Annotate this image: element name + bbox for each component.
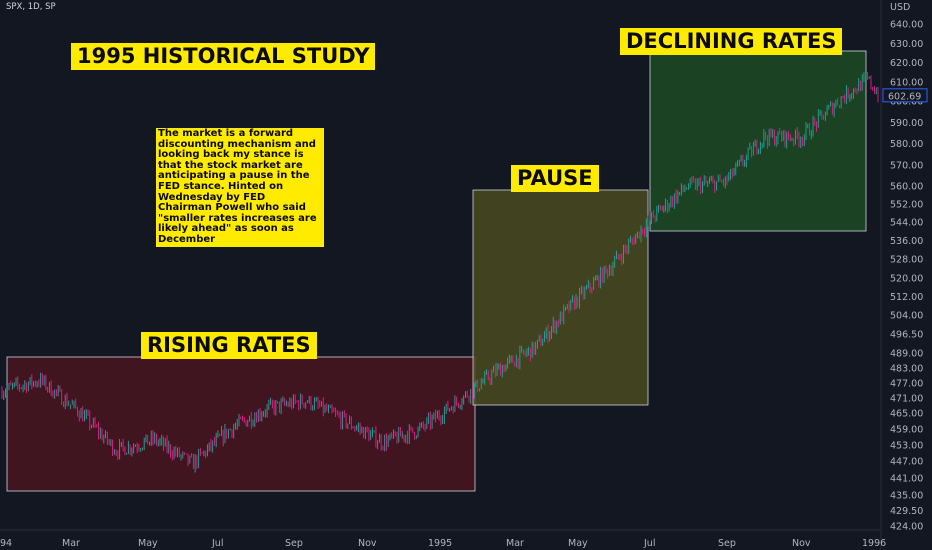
price-tick-label: 536.00: [890, 236, 923, 247]
time-tick-label: 1995: [428, 538, 452, 549]
price-tick-label: 435.00: [890, 490, 923, 501]
time-tick-label: 1996: [862, 538, 886, 549]
price-tick-label: 504.00: [890, 311, 923, 322]
time-tick-label: May: [138, 538, 158, 549]
price-unit: USD: [890, 2, 910, 13]
price-tick-label: 489.00: [890, 348, 923, 359]
price-tick-label: 590.00: [890, 118, 923, 129]
time-tick-label: Nov: [358, 538, 377, 549]
time-tick-label: 94: [0, 538, 12, 549]
time-tick-label: Mar: [62, 538, 80, 549]
price-tick-label: 560.00: [890, 182, 923, 193]
price-tick-label: 520.00: [890, 273, 923, 284]
price-tick-label: 552.00: [890, 200, 923, 211]
price-tick-label: 424.00: [890, 522, 923, 533]
price-tick-label: 610.00: [890, 77, 923, 88]
price-tick-label: 447.00: [890, 457, 923, 468]
time-tick-label: Sep: [285, 538, 303, 549]
price-tick-label: 441.00: [890, 473, 923, 484]
declining-rates-zone: [649, 50, 867, 232]
pause-label: PAUSE: [511, 165, 599, 192]
time-tick-label: Sep: [718, 538, 736, 549]
price-tick-label: 580.00: [890, 139, 923, 150]
price-tick-label: 630.00: [890, 39, 923, 50]
symbol-header: SPX, 1D, SP: [6, 2, 56, 12]
rising-rates-zone: [6, 356, 476, 492]
declining-rates-label: DECLINING RATES: [620, 28, 843, 55]
time-tick-label: May: [568, 538, 588, 549]
price-tick-label: 640.00: [890, 20, 923, 31]
price-tick-label: 570.00: [890, 160, 923, 171]
time-tick-label: Jul: [211, 538, 223, 549]
price-tick-label: 620.00: [890, 58, 923, 69]
price-tick-label: 512.00: [890, 292, 923, 303]
price-tick-label: 453.00: [890, 441, 923, 452]
time-tick-label: Mar: [506, 538, 524, 549]
note-box: The market is a forward discounting mech…: [156, 128, 324, 247]
title-label: 1995 HISTORICAL STUDY: [71, 43, 376, 70]
price-tick-label: 496.50: [890, 329, 923, 340]
last-price-label: 602.69: [888, 91, 921, 102]
price-tick-label: 465.00: [890, 409, 923, 420]
pause-zone: [472, 189, 649, 406]
price-tick-label: 483.00: [890, 364, 923, 375]
time-tick-label: Jul: [643, 538, 655, 549]
price-tick-label: 528.00: [890, 255, 923, 266]
price-tick-label: 429.50: [890, 506, 923, 517]
last-price-badge: [882, 88, 928, 103]
price-tick-label: 477.00: [890, 379, 923, 390]
price-tick-label: 544.00: [890, 218, 923, 229]
rising-rates-label: RISING RATES: [141, 332, 317, 359]
price-tick-label: 471.00: [890, 394, 923, 405]
price-tick-label: 459.00: [890, 425, 923, 436]
time-tick-label: Nov: [792, 538, 811, 549]
